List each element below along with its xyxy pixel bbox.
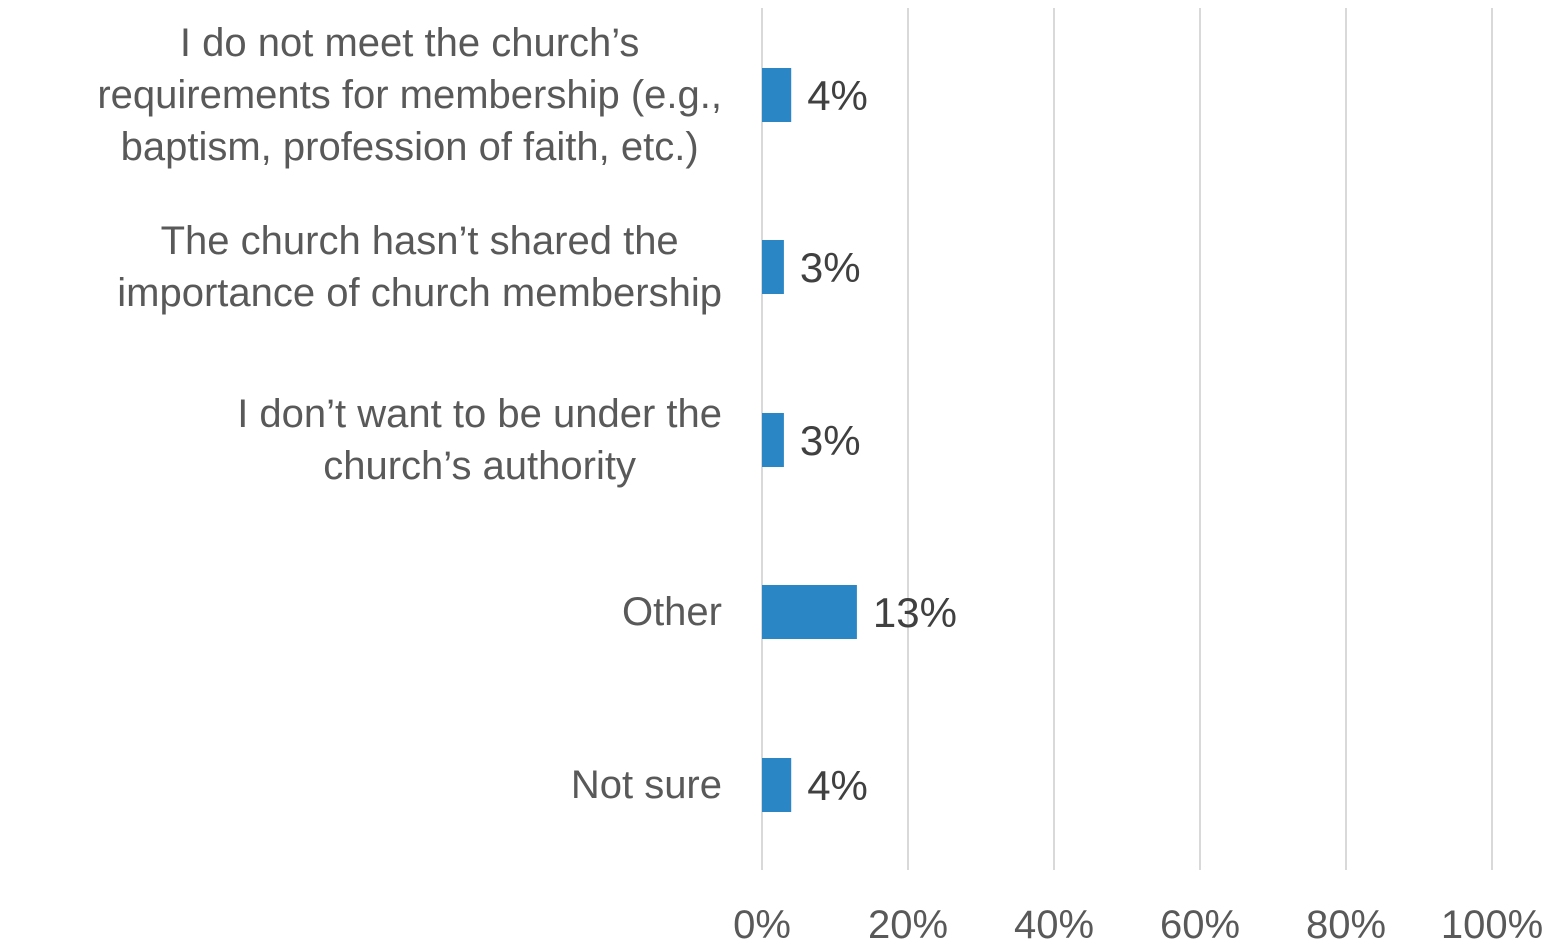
category-label-line: I don’t want to be under the xyxy=(237,392,722,436)
bar xyxy=(762,240,784,294)
category-label: I don’t want to be under the church’s aut… xyxy=(237,388,722,492)
x-tick-label: 0% xyxy=(733,903,791,939)
data-label: 3% xyxy=(800,244,861,291)
category-label-line: Not sure xyxy=(570,763,722,807)
category-label: Other xyxy=(622,586,722,638)
bars xyxy=(762,68,857,812)
x-tick-label: 60% xyxy=(1160,903,1240,939)
gridlines xyxy=(761,8,1493,870)
bar xyxy=(762,413,784,467)
x-tick-label: 100% xyxy=(1441,903,1543,939)
category-label-line: church’s authority xyxy=(323,444,636,488)
x-axis-ticks: 0% 20% 40% 60% 80% 100% xyxy=(733,903,1543,939)
bar xyxy=(762,68,792,122)
category-label-line: baptism, profession of faith, etc.) xyxy=(120,125,699,169)
category-label: The church hasn’t shared the importance o… xyxy=(117,215,722,319)
x-tick-label: 80% xyxy=(1306,903,1386,939)
category-label-line: The church hasn’t shared the xyxy=(160,219,679,263)
bar xyxy=(762,758,792,812)
category-label-line: requirements for membership (e.g., xyxy=(97,73,722,117)
x-tick-label: 20% xyxy=(868,903,948,939)
x-tick-label: 40% xyxy=(1014,903,1094,939)
category-label-line: I do not meet the church’s xyxy=(179,21,640,65)
data-label: 4% xyxy=(807,762,868,809)
data-label: 3% xyxy=(800,417,861,464)
bar xyxy=(762,585,857,639)
category-label: I do not meet the church’s requirements f… xyxy=(97,17,722,173)
data-labels: 4% 3% 3% 13% 4% xyxy=(800,72,957,809)
data-label: 4% xyxy=(807,72,868,119)
data-label: 13% xyxy=(873,589,957,636)
category-label-line: importance of church membership xyxy=(117,271,722,315)
category-label-line: Other xyxy=(621,590,722,634)
category-label: Not sure xyxy=(571,759,722,811)
